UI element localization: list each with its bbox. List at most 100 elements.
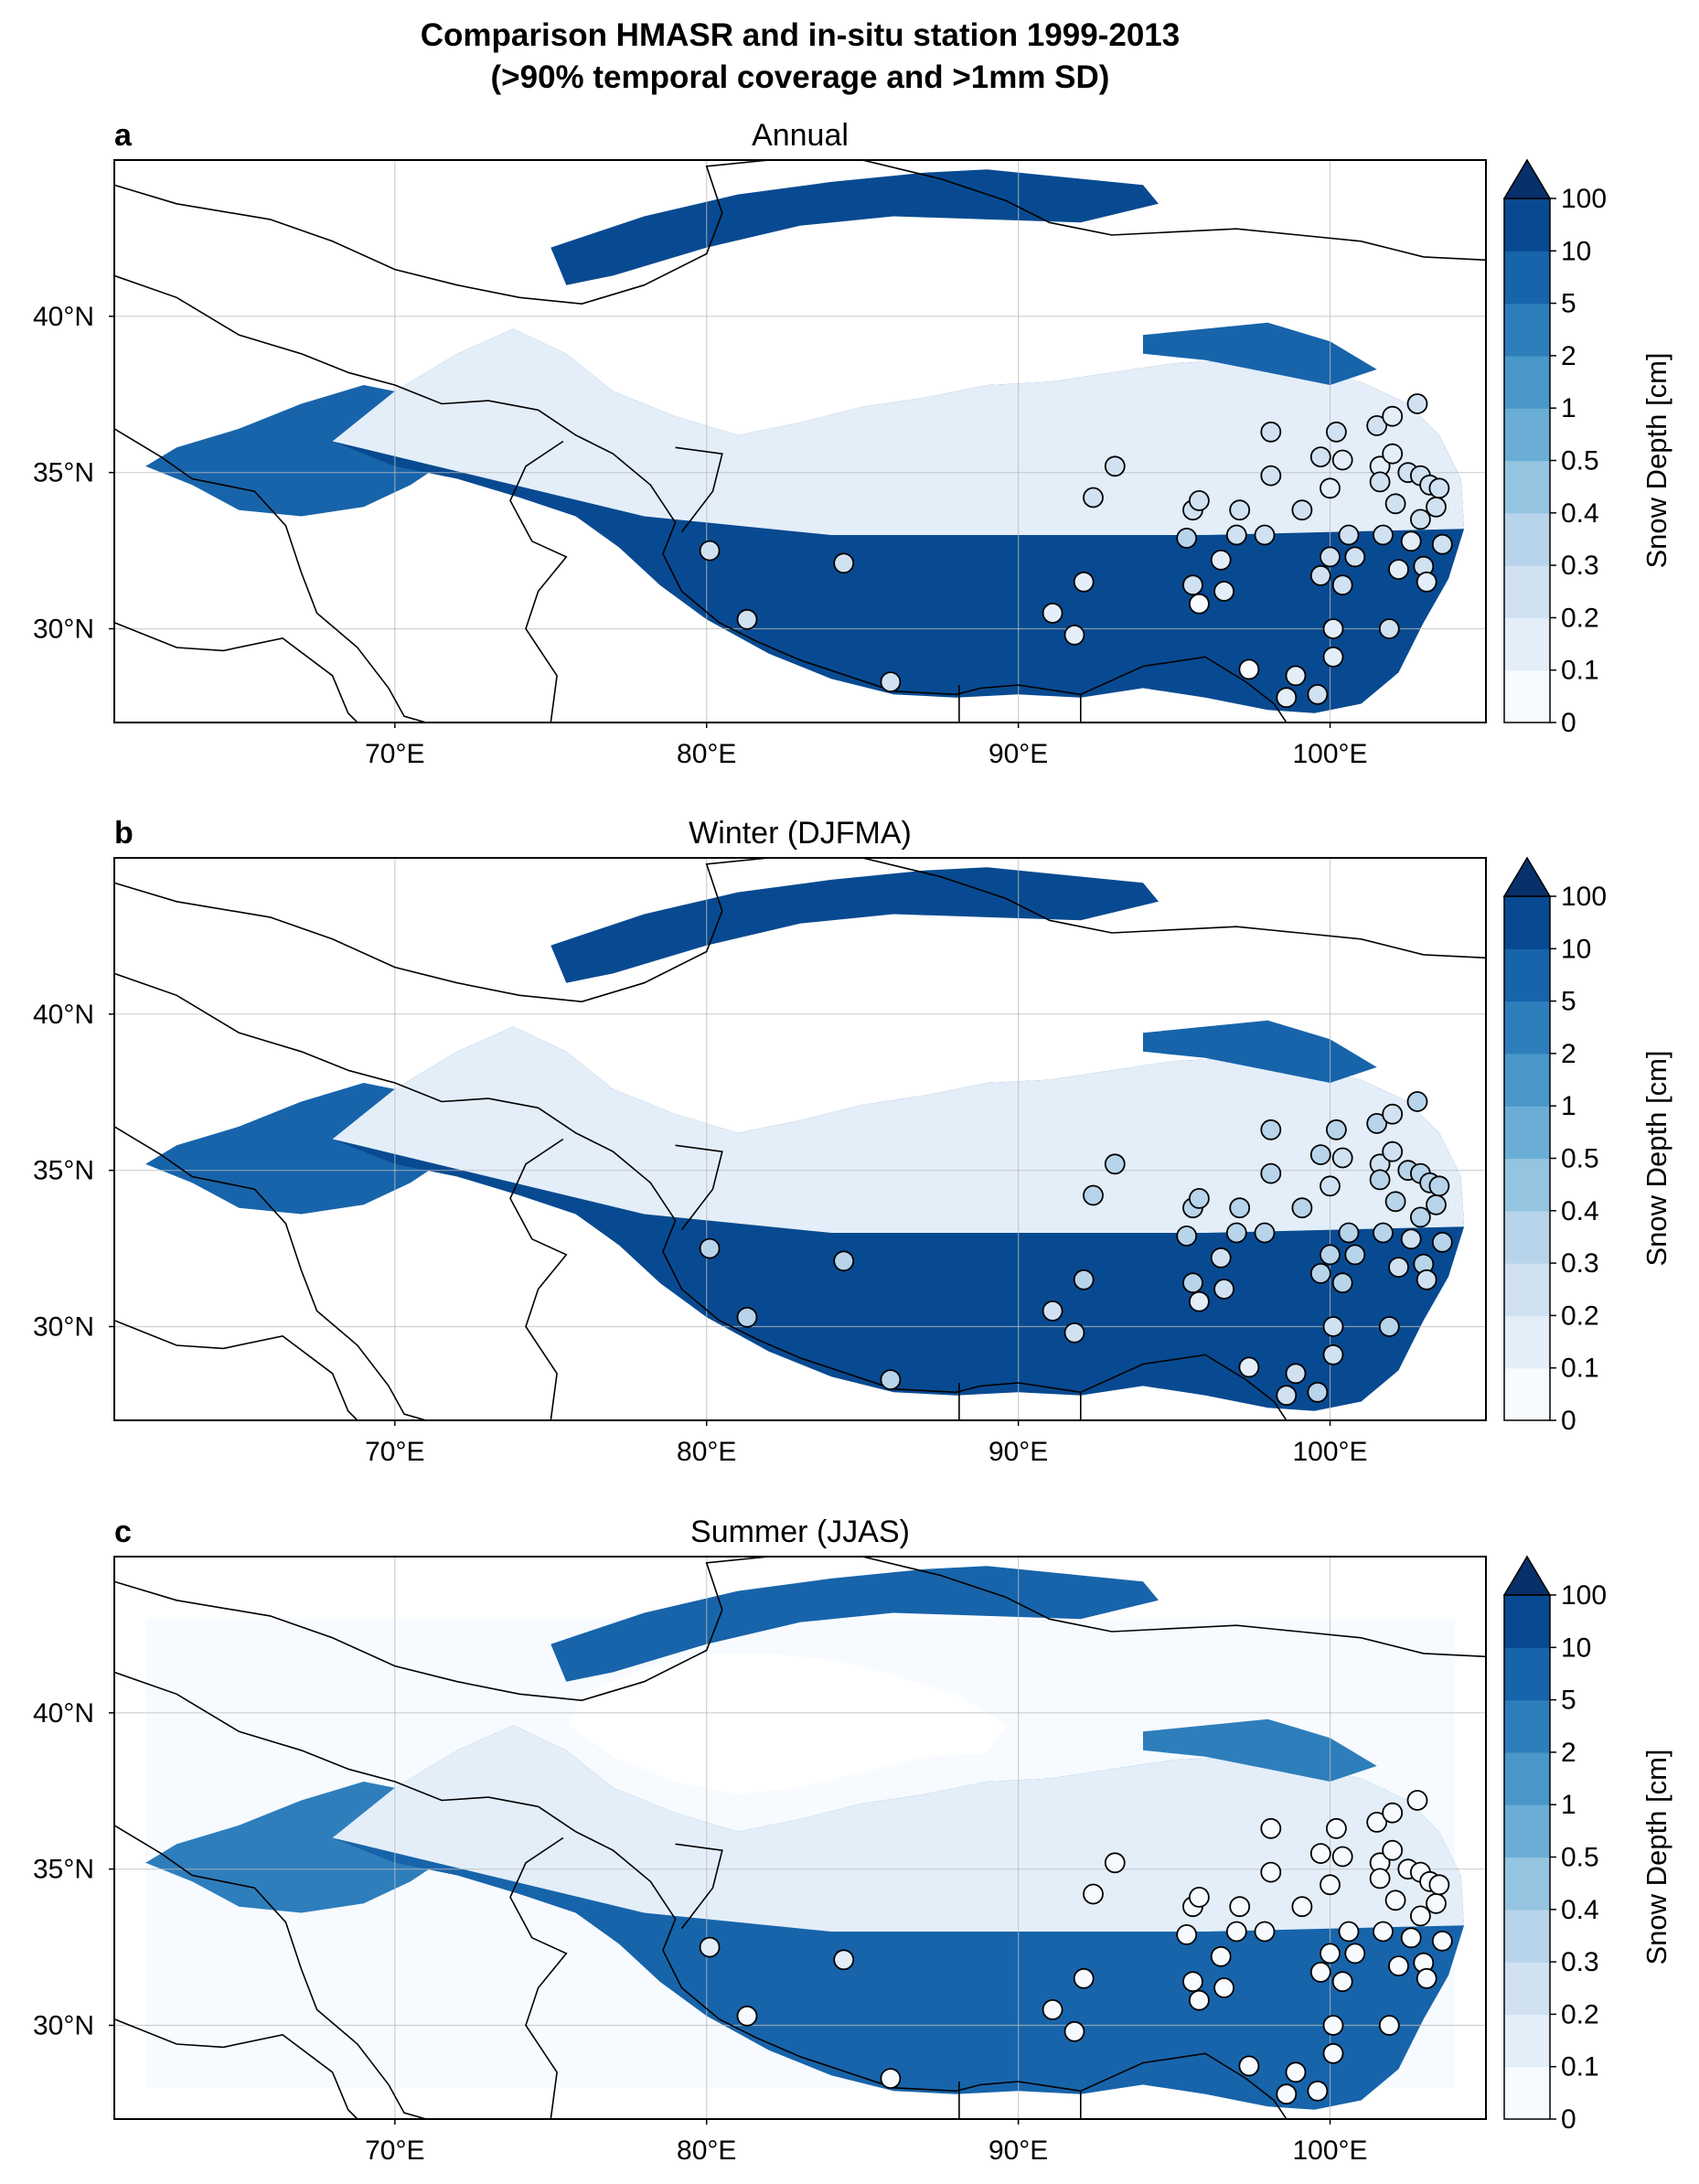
snow-field-tianshan — [550, 867, 1159, 983]
station-marker — [1276, 687, 1298, 709]
station-marker — [1276, 2083, 1298, 2105]
y-tick-label: 35°N — [33, 1156, 94, 1186]
station-marker — [1238, 2055, 1260, 2077]
station-marker — [1309, 1961, 1331, 1983]
station-marker — [1260, 465, 1282, 487]
station-marker — [1382, 443, 1404, 465]
colorbar-tick-label: 5 — [1561, 1686, 1576, 1716]
station-marker — [1210, 1247, 1232, 1269]
colorbar-bin — [1504, 512, 1550, 566]
panel-c: Summer (JJAS) c 70°E 80°E 90°E 100°E 30°N 35°N 4… — [33, 1515, 1672, 2166]
station-marker — [1384, 1890, 1406, 1911]
station-marker — [1366, 1812, 1388, 1833]
map-frame — [113, 1556, 1487, 2120]
colorbar-bin — [1504, 303, 1550, 357]
x-tick-label: 100°E — [1293, 739, 1368, 769]
station-marker — [1083, 1883, 1104, 1905]
colorbar-extend-arrow — [1502, 158, 1552, 199]
station-marker — [1309, 1144, 1331, 1165]
station-marker — [736, 1306, 758, 1328]
station-marker — [833, 1250, 855, 1272]
station-marker — [1189, 593, 1210, 615]
snow-field-qilian — [1143, 1718, 1377, 1782]
station-marker — [1276, 1385, 1298, 1407]
colorbar-tick-label: 0.4 — [1561, 1895, 1599, 1925]
y-tick-label: 35°N — [33, 458, 94, 488]
y-tick-label: 40°N — [33, 1698, 94, 1729]
colorbar-tick-label: 10 — [1561, 1633, 1591, 1663]
station-marker — [1326, 1119, 1347, 1140]
colorbar-tick-label: 1 — [1561, 1790, 1576, 1820]
colorbar-bin — [1504, 1857, 1550, 1911]
x-tick-label: 70°E — [365, 739, 424, 769]
station-marker — [1254, 1222, 1276, 1244]
station-marker — [1291, 1896, 1313, 1918]
station-marker — [1307, 1381, 1329, 1403]
station-marker — [1338, 1222, 1360, 1244]
colorbar-bin — [1504, 617, 1550, 671]
station-marker — [1431, 533, 1453, 555]
station-marker — [1213, 1977, 1234, 1998]
y-tick-label: 30°N — [33, 2011, 94, 2041]
snow-field-qilian — [1143, 322, 1377, 385]
colorbar-bin — [1504, 1751, 1550, 1805]
station-marker — [1260, 1817, 1282, 1839]
country-border — [675, 1144, 723, 1231]
station-marker — [1322, 2042, 1344, 2064]
colorbar-bin — [1504, 565, 1550, 618]
station-marker — [880, 1369, 902, 1390]
station-marker — [1426, 1892, 1447, 1914]
station-marker — [1104, 1852, 1126, 1874]
station-marker — [833, 1949, 855, 1971]
x-tick-label: 100°E — [1293, 1437, 1368, 1467]
colorbar-extend-arrow — [1502, 1555, 1552, 1596]
station-marker — [1410, 1206, 1431, 1228]
station-marker — [1373, 524, 1394, 546]
colorbar-tick-label: 2 — [1561, 341, 1576, 371]
station-marker — [1182, 1272, 1203, 1294]
station-marker — [1063, 624, 1085, 646]
country-border — [114, 1319, 358, 1420]
station-marker — [1189, 1188, 1210, 1209]
tarim-basin — [569, 256, 1006, 398]
station-marker — [1210, 1945, 1232, 1967]
station-marker — [1382, 1140, 1404, 1162]
station-marker — [1042, 1998, 1063, 2020]
station-marker — [1309, 1843, 1331, 1864]
station-marker — [1063, 2020, 1085, 2042]
colorbar-extend-arrow — [1502, 856, 1552, 897]
colorbar-tick-label: 1 — [1561, 1091, 1576, 1121]
station-marker — [1406, 1790, 1428, 1811]
station-marker — [1182, 1971, 1203, 1993]
station-marker — [1338, 524, 1360, 546]
colorbar-bin — [1504, 896, 1550, 949]
station-marker — [880, 2068, 902, 2090]
colorbar-label: Snow Depth [cm] — [1640, 1050, 1672, 1266]
x-tick-label: 80°E — [677, 1437, 736, 1467]
x-tick-label: 70°E — [365, 2136, 424, 2166]
y-tick-label: 40°N — [33, 302, 94, 332]
station-marker — [1229, 1896, 1251, 1918]
colorbar-bin — [1504, 1962, 1550, 2015]
station-marker — [1338, 1921, 1360, 1943]
station-marker — [1416, 571, 1437, 593]
x-tick-label: 80°E — [677, 2136, 736, 2166]
station-marker — [1213, 1279, 1234, 1300]
colorbar-bin — [1504, 1804, 1550, 1858]
station-marker — [1388, 1257, 1409, 1278]
station-marker — [1344, 546, 1366, 568]
colorbar-tick-label: 0.4 — [1561, 1196, 1599, 1226]
station-marker — [1285, 2061, 1307, 2083]
station-marker — [1322, 646, 1344, 668]
colorbar-bin — [1504, 1315, 1550, 1369]
colorbar-tick-label: 10 — [1561, 236, 1591, 266]
colorbar-bin — [1504, 669, 1550, 723]
station-marker — [1309, 1263, 1331, 1284]
country-border — [862, 160, 1486, 262]
snow-field-qilian — [1143, 1020, 1377, 1083]
colorbar-bin — [1504, 198, 1550, 252]
station-marker — [699, 540, 721, 562]
station-marker — [1320, 1874, 1341, 1896]
station-marker — [1176, 1923, 1198, 1945]
